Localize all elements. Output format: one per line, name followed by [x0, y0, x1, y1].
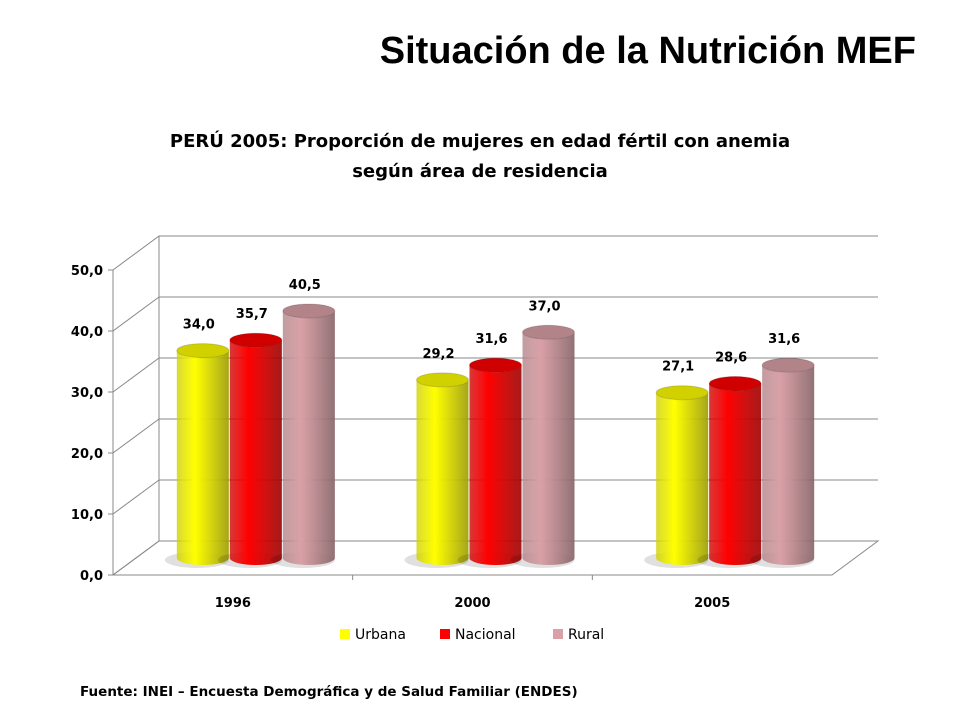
bar-shading: [656, 392, 709, 565]
y-tick-label: 40,0: [71, 325, 103, 340]
gridline-diagonal: [112, 418, 160, 454]
bar-top: [416, 372, 469, 388]
data-label: 40,5: [289, 278, 321, 293]
data-label: 27,1: [662, 360, 694, 375]
legend-swatch-rural: [553, 629, 563, 639]
legend-label-nacional: Nacional: [455, 627, 516, 643]
bar-shading: [709, 383, 762, 565]
x-tick-label: 2000: [454, 596, 490, 611]
bar-top: [229, 332, 283, 348]
chart-title-line1: PERÚ 2005: Proporción de mujeres en edad…: [169, 131, 791, 152]
bar-top-shade: [656, 385, 709, 400]
bar-top-shade: [709, 376, 762, 391]
data-label: 37,0: [528, 299, 560, 314]
bar-top-shade: [282, 303, 335, 318]
data-label: 31,6: [475, 332, 507, 347]
bar-top-shade: [762, 358, 815, 373]
legend: Urbana Nacional Rural: [340, 627, 604, 643]
gridline-diagonal: [112, 235, 160, 271]
axis-layer: 0,0 10,0 20,0 30,0 40,0 50,0 1996 2000 2005: [71, 264, 730, 611]
y-tick-label: 50,0: [71, 264, 103, 279]
bar-shading: [176, 350, 229, 565]
bar-top: [708, 376, 762, 392]
data-label: 29,2: [422, 347, 454, 362]
bar-top-shade: [522, 325, 575, 340]
y-tick-label: 0,0: [80, 569, 103, 584]
bar-shading: [229, 340, 282, 565]
data-label: 35,7: [236, 307, 268, 322]
bar-shading: [762, 365, 815, 565]
legend-label-rural: Rural: [568, 627, 604, 643]
y-tick-label: 30,0: [71, 386, 103, 401]
data-label: 28,6: [715, 351, 747, 366]
legend-swatch-urbana: [340, 629, 350, 639]
bar-top: [282, 303, 336, 319]
bar-top: [522, 324, 575, 340]
y-tick-label: 20,0: [71, 447, 103, 462]
gridline-diagonal: [112, 296, 160, 332]
chart-title-line2: según área de residencia: [352, 161, 608, 182]
chart-title: PERÚ 2005: Proporción de mujeres en edad…: [130, 127, 830, 187]
bar-top: [469, 357, 522, 373]
bar-top: [761, 357, 815, 373]
y-tick-label: 10,0: [71, 508, 103, 523]
bar-top-shade: [416, 372, 469, 387]
bar-top-shade: [229, 333, 282, 348]
bar-layer: [164, 303, 815, 568]
bar-top: [655, 385, 709, 401]
bar-top-shade: [469, 358, 522, 373]
source-note: Fuente: INEI – Encuesta Demográfica y de…: [80, 684, 578, 700]
data-label: 34,0: [183, 318, 215, 333]
x-tick-label: 1996: [215, 596, 251, 611]
legend-swatch-nacional: [440, 629, 450, 639]
legend-label-urbana: Urbana: [355, 627, 406, 643]
gridline-diagonal: [112, 479, 160, 515]
x-tick-label: 2005: [694, 596, 730, 611]
slide-title: Situación de la Nutrición MEF: [379, 30, 916, 72]
label-layer: 34,0 35,7 40,5 29,2 31,6 37,0 27,1 28,6 31,6: [183, 278, 800, 375]
gridline-diagonal: [112, 357, 160, 393]
bar-top-shade: [176, 343, 229, 358]
bar-shading: [282, 310, 335, 565]
bar-shading: [416, 379, 469, 565]
bar-top: [176, 343, 230, 359]
data-label: 31,6: [768, 332, 800, 347]
bar-shading: [522, 332, 575, 565]
bar-shading: [469, 365, 522, 565]
